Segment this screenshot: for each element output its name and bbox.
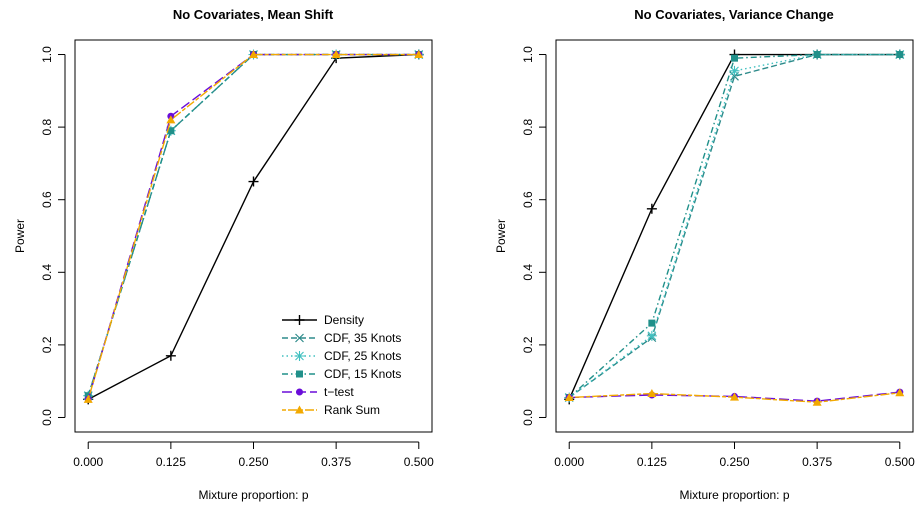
right-point-rank-sum: [730, 392, 739, 401]
legend-label: CDF, 15 Knots: [324, 367, 401, 381]
right-y-tick-label: 0.4: [521, 264, 535, 281]
right-series-line-cdf-15-knots: [568, 53, 900, 399]
left-chart-title: No Covariates, Mean Shift: [173, 7, 334, 22]
right-series-line-cdf-35-knots: [568, 53, 900, 399]
left-point-density: [248, 176, 259, 187]
right-x-tick-label: 0.125: [637, 455, 667, 469]
left-y-tick-label: 1.0: [40, 46, 54, 63]
left-point-cdf-15-knots: [167, 127, 175, 135]
right-point-cdf-25-knots: [646, 330, 657, 341]
right-y-axis-label: Power: [494, 219, 508, 253]
left-series-group: [83, 49, 424, 405]
left-point-rank-sum: [166, 115, 176, 124]
left-x-tick-label: 0.125: [156, 455, 186, 469]
left-x-tick-label: 0.000: [73, 455, 103, 469]
right-x-tick-label: 0.250: [719, 455, 749, 469]
legend-swatch-marker: [296, 370, 303, 378]
left-point-density: [165, 350, 176, 361]
right-point-rank-sum: [564, 393, 574, 402]
left-y-tick-label: 0.6: [40, 191, 54, 208]
right-y-tick-label: 0.0: [521, 409, 535, 426]
legend-swatch-marker: [295, 333, 304, 343]
legend-label: CDF, 35 Knots: [324, 331, 401, 345]
left-y-tick-label: 0.0: [40, 409, 54, 426]
right-series-density: [564, 49, 905, 405]
right-x-tick-label: 0.500: [885, 455, 915, 469]
right-y-tick-label: 0.6: [521, 191, 535, 208]
right-series-cdf-15-knots: [565, 51, 904, 402]
left-y-tick-label: 0.2: [40, 336, 54, 353]
right-chart-title: No Covariates, Variance Change: [634, 7, 833, 22]
right-series-rank-sum: [564, 388, 905, 406]
right-series-line-density: [568, 53, 900, 400]
right-point-cdf-15-knots: [896, 51, 904, 59]
left-y-tick-label: 0.4: [40, 264, 54, 281]
right-point-density: [646, 203, 657, 214]
right-x-axis: 0.000 0.125 0.250 0.375 0.500 Mixture proport…: [554, 441, 915, 502]
legend-swatch-marker: [294, 315, 305, 325]
right-panel: No Covariates, Variance Change 0.000 0.125…: [494, 7, 915, 502]
left-x-axis: 0.000 0.125 0.250 0.375 0.500 Mixture proport…: [73, 441, 434, 502]
left-series-cdf-35-knots: [83, 50, 424, 401]
right-point-rank-sum: [647, 389, 657, 398]
right-x-tick-label: 0.000: [554, 455, 584, 469]
legend-swatch-marker: [295, 405, 304, 414]
right-plot-frame: [555, 39, 914, 433]
right-series-group: [564, 49, 905, 406]
legend-label: CDF, 25 Knots: [324, 349, 401, 363]
left-series-rank-sum: [83, 50, 424, 403]
right-series-line-cdf-25-knots: [568, 53, 900, 399]
left-point-rank-sum: [83, 394, 93, 403]
legend-swatch-marker: [296, 388, 303, 396]
right-x-axis-label: Mixture proportion: p: [679, 488, 789, 502]
right-point-cdf-15-knots: [813, 51, 821, 59]
left-x-axis-label: Mixture proportion: p: [198, 488, 308, 502]
right-series-cdf-35-knots: [564, 50, 905, 402]
right-x-tick-label: 0.375: [802, 455, 832, 469]
legend-item-cdf-25-knots: CDF, 25 Knots: [282, 349, 401, 363]
legend-label: Density: [324, 313, 364, 327]
right-point-cdf-15-knots: [648, 319, 656, 327]
right-series-line-t-test: [569, 391, 900, 402]
legend-swatch-marker: [294, 351, 305, 361]
right-point-cdf-25-knots: [729, 65, 740, 76]
right-y-axis: 0.0 0.2 0.4 0.6 0.8 1.0 Power: [494, 46, 547, 426]
left-plot-frame: [74, 39, 433, 433]
left-y-tick-label: 0.8: [40, 118, 54, 135]
left-series-line-density: [87, 53, 419, 400]
legend-label: t−test: [324, 385, 354, 399]
legend-label: Rank Sum: [324, 403, 380, 417]
right-y-tick-label: 0.8: [521, 118, 535, 135]
legend-item-cdf-35-knots: CDF, 35 Knots: [282, 331, 401, 345]
right-series-cdf-25-knots: [564, 49, 905, 403]
legend-item-cdf-15-knots: CDF, 15 Knots: [282, 367, 401, 381]
right-point-rank-sum: [895, 388, 905, 397]
legend-item-rank-sum: Rank Sum: [282, 403, 380, 417]
left-y-axis: 0.0 0.2 0.4 0.6 0.8 1.0 Power: [13, 46, 66, 426]
left-series-line-t-test: [87, 53, 419, 400]
left-point-rank-sum: [414, 50, 424, 59]
legend-item-density: Density: [282, 313, 364, 327]
right-y-tick-label: 1.0: [521, 46, 535, 63]
left-x-tick-label: 0.375: [321, 455, 351, 469]
left-point-rank-sum: [331, 50, 341, 59]
left-point-rank-sum: [249, 50, 258, 59]
right-point-rank-sum: [812, 397, 822, 406]
left-x-tick-label: 0.250: [238, 455, 268, 469]
left-series-line-rank-sum: [87, 53, 419, 400]
left-legend: Density CDF, 35 Knots CDF, 25 Knots CDF, 15…: [282, 313, 401, 417]
left-x-tick-label: 0.500: [404, 455, 434, 469]
left-panel: No Covariates, Mean Shift 0.000 0.125 0.250…: [13, 7, 434, 502]
right-y-tick-label: 0.2: [521, 336, 535, 353]
legend-item-t-test: t−test: [282, 385, 354, 399]
left-series-cdf-15-knots: [84, 51, 423, 400]
right-point-cdf-15-knots: [731, 54, 738, 62]
left-y-axis-label: Power: [13, 219, 27, 253]
